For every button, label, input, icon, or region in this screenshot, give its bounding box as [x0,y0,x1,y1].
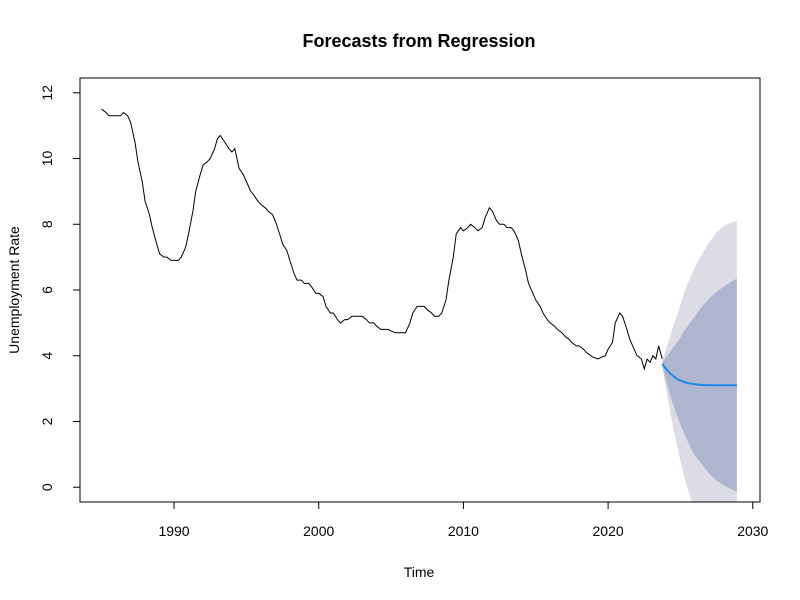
observed-series-line [101,108,663,371]
y-tick-label: 0 [39,483,55,491]
x-tick-label: 2030 [737,523,768,539]
plot-area [101,108,737,502]
x-axis: 1990 2000 2010 2020 2030 [158,501,769,539]
y-tick-label: 4 [39,352,55,360]
y-axis-label: Unemployment Rate [6,226,22,354]
chart-title: Forecasts from Regression [302,31,535,51]
prediction-bands [662,221,737,502]
y-tick-label: 2 [39,417,55,425]
x-tick-label: 1990 [158,523,189,539]
x-tick-label: 2020 [593,523,624,539]
y-axis: 0 2 4 6 8 10 12 [39,85,81,491]
y-tick-label: 6 [39,286,55,294]
x-tick-label: 2010 [448,523,479,539]
y-tick-label: 8 [39,220,55,228]
x-tick-label: 2000 [303,523,334,539]
x-axis-label: Time [404,564,435,580]
plot-frame [79,77,761,503]
forecast-mean-line [661,363,737,387]
series-lines [101,108,737,387]
y-tick-label: 10 [39,151,55,167]
y-tick-label: 12 [39,85,55,101]
